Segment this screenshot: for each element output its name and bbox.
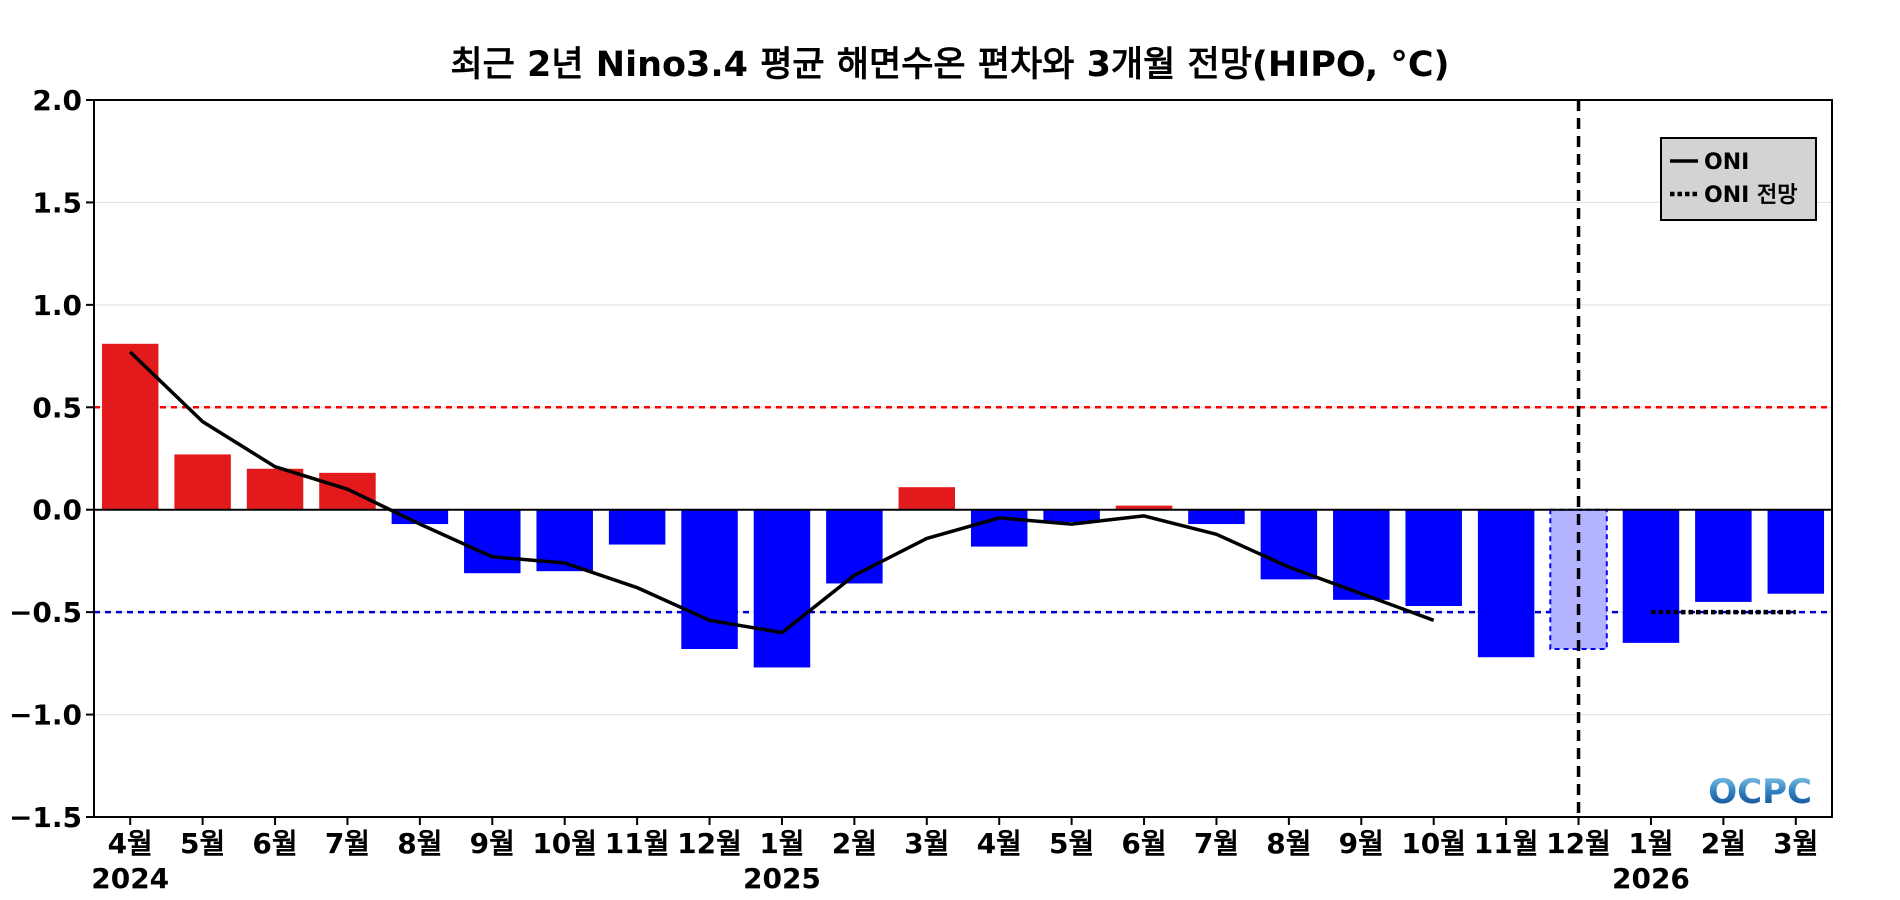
bar-18 (1405, 509, 1462, 606)
bar-23 (1767, 509, 1825, 594)
ocpc-logo-text: OCPC (1708, 772, 1812, 812)
legend: ONI ONI 전망 (1660, 137, 1817, 221)
xtick-label-20: 12월 (1546, 827, 1611, 860)
xtick-label-5: 9월 (470, 827, 515, 860)
xtick-label-2: 6월 (252, 827, 297, 860)
xtick-label-22: 2월 (1701, 827, 1746, 860)
xtick-label-17: 9월 (1339, 827, 1384, 860)
oni-series (128, 350, 1796, 635)
ytick-label-6: −1.0 (9, 699, 82, 732)
ytick-label-2: 1.0 (32, 289, 82, 322)
ytick-label-3: 0.5 (32, 391, 82, 424)
bar-14 (1115, 505, 1173, 510)
bar-17 (1333, 509, 1390, 600)
year-label-2: 2026 (1612, 862, 1690, 895)
xtick-label-7: 11월 (605, 827, 670, 860)
xtick-label-3: 7월 (325, 827, 370, 860)
plot-frame (93, 99, 1833, 818)
bar-21 (1622, 509, 1680, 643)
x-axis-ticks: 4월 5월 6월 7월 8월 9월 10월 11월 12월 1월 2월 3월 4월 5월 6월 7월 8월 9월 1… (91, 817, 1818, 895)
legend-oni-forecast-label: ONI 전망 (1704, 183, 1797, 208)
chart-title: 최근 2년 Nino3.4 평균 해면수온 편차와 3개월 전망(HIPO, °… (450, 45, 1449, 85)
bars (101, 343, 1825, 668)
xtick-label-13: 5월 (1049, 827, 1094, 860)
bar-15 (1188, 509, 1245, 525)
bar-5 (464, 509, 521, 574)
xtick-label-11: 3월 (904, 827, 949, 860)
xtick-label-21: 1월 (1628, 827, 1673, 860)
bar-10 (826, 509, 883, 584)
xtick-label-1: 5월 (180, 827, 225, 860)
bar-19 (1477, 509, 1535, 658)
grid-lines (94, 99, 1832, 818)
ocpc-logo: OCPC (1708, 772, 1812, 812)
legend-oni-label: ONI (1704, 150, 1749, 175)
xtick-label-18: 10월 (1401, 827, 1466, 860)
xtick-label-6: 10월 (532, 827, 597, 860)
xtick-label-9: 1월 (759, 827, 804, 860)
bar-8 (681, 509, 738, 650)
ytick-label-4: 0.0 (32, 494, 82, 527)
oni-line (128, 350, 1435, 635)
ytick-label-7: −1.5 (9, 801, 82, 834)
bar-2 (246, 468, 304, 510)
bar-11 (898, 487, 956, 510)
legend-box (1660, 137, 1817, 221)
y-axis-ticks: 2.0 1.5 1.0 0.5 0.0 −0.5 −1.0 −1.5 (9, 84, 94, 834)
bar-22 (1695, 509, 1752, 602)
xtick-label-10: 2월 (832, 827, 877, 860)
xtick-label-8: 12월 (677, 827, 742, 860)
year-label-1: 2025 (743, 862, 821, 895)
bar-4 (391, 509, 449, 525)
xtick-label-12: 4월 (977, 827, 1022, 860)
bar-3 (319, 472, 376, 510)
xtick-label-4: 8월 (397, 827, 442, 860)
bar-1 (174, 454, 231, 510)
xtick-label-23: 3월 (1773, 827, 1818, 860)
ytick-label-0: 2.0 (32, 84, 82, 117)
xtick-label-16: 8월 (1266, 827, 1311, 860)
xtick-label-15: 7월 (1194, 827, 1239, 860)
bar-7 (608, 509, 666, 545)
xtick-label-0: 4월 (108, 827, 153, 860)
bar-9 (753, 509, 811, 668)
bar-12 (970, 509, 1028, 547)
bar-13 (1043, 509, 1100, 523)
xtick-label-14: 6월 (1121, 827, 1166, 860)
threshold-lines (94, 406, 1832, 614)
year-label-0: 2024 (91, 862, 169, 895)
ytick-label-1: 1.5 (32, 186, 82, 219)
xtick-label-19: 11월 (1474, 827, 1539, 860)
ytick-label-5: −0.5 (9, 596, 82, 629)
